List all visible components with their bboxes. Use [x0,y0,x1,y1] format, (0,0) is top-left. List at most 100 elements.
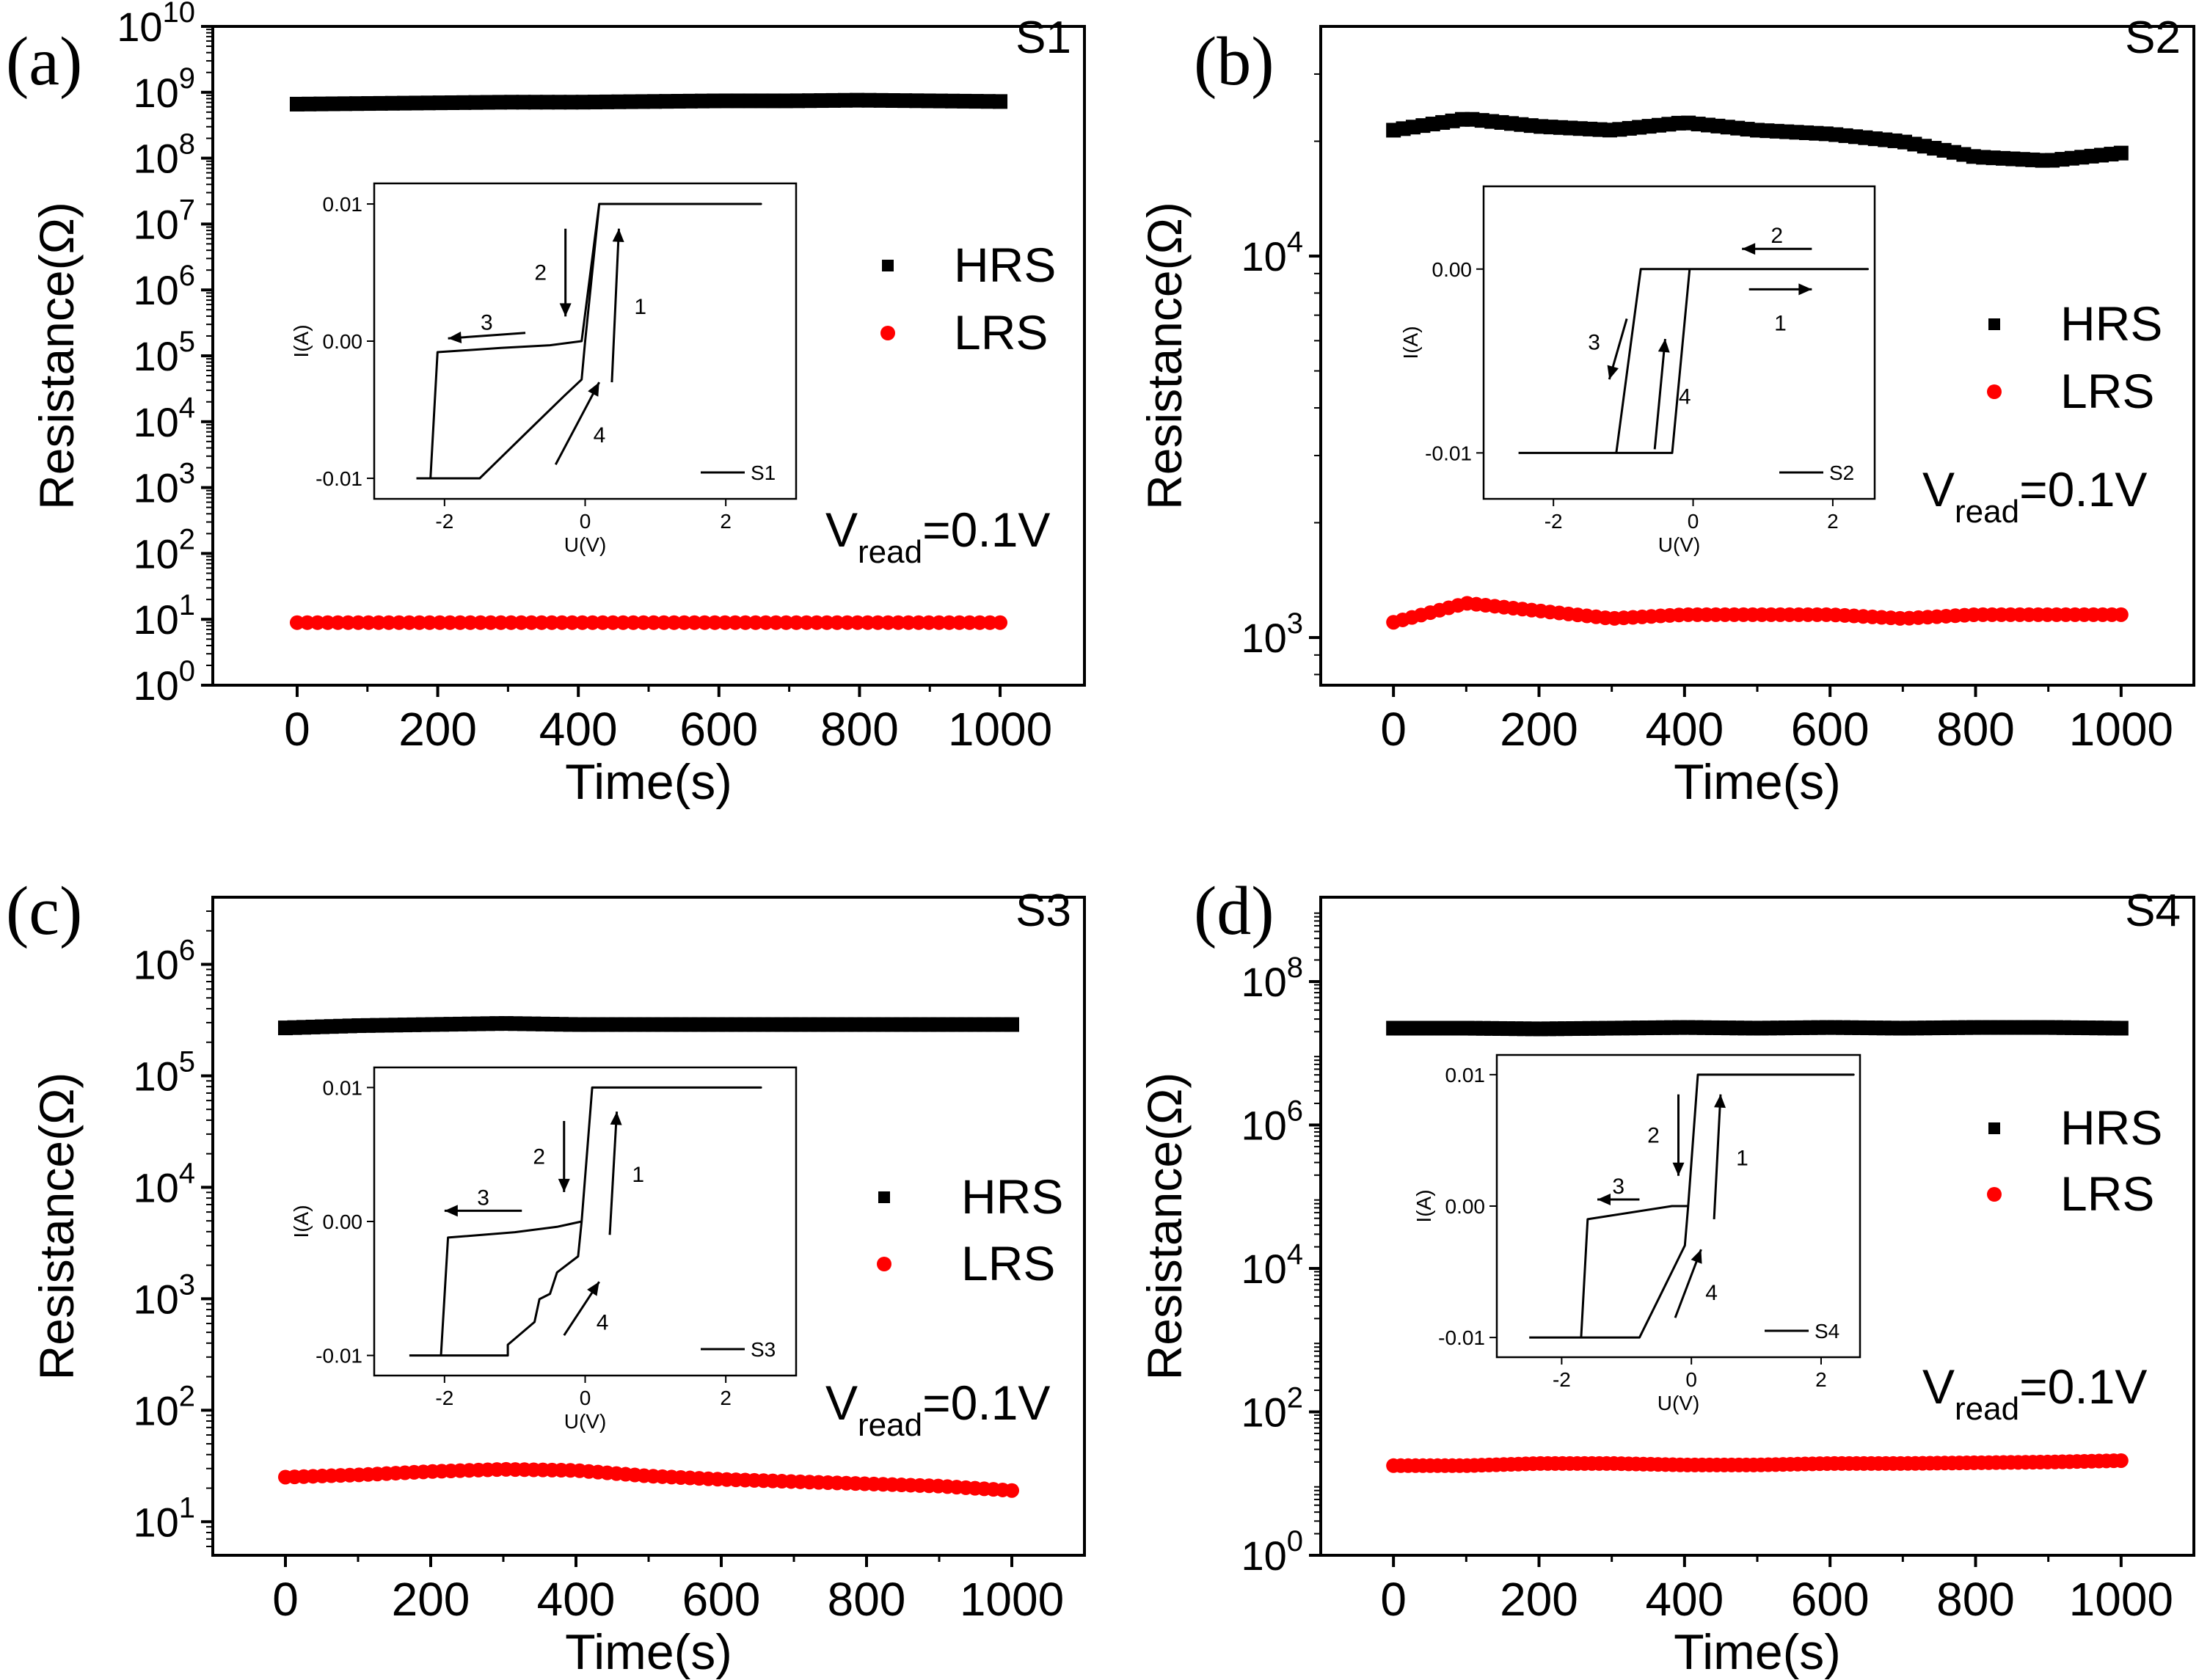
lrs-point [2113,1453,2129,1468]
y-tick-label: 107 [133,194,195,247]
lrs-point [564,615,580,630]
hrs-point [802,93,817,109]
panel-s1: 0 200 400 600 800 100010010110210310410510610… [6,0,1086,810]
lrs-point [677,615,692,630]
lrs-point [829,615,845,630]
inset-frame [1482,185,1876,500]
lrs-point [371,615,387,630]
inset-legend-label: S4 [1815,1320,1839,1343]
arrow-label: 1 [1736,1147,1748,1171]
x-tick-label: 600 [679,703,758,756]
hrs-point [885,93,900,109]
inset-iv-curve: -2 0 2 -0.01 0.00 0.01 U(V) I(A) 1 2 3 4 S4 [1412,1053,1861,1414]
lrs-point [850,615,865,630]
lrs-point [391,615,406,630]
y-tick-label: 103 [133,1268,195,1322]
hrs-point [587,95,602,110]
hrs-point [504,95,519,110]
inset-y-tick-label: 0.00 [1445,1195,1486,1218]
arrow-label: 4 [1679,384,1691,409]
lrs-point [758,615,773,630]
inset-iv-curve: -2 0 2 -0.01 0.00 0.01 U(V) I(A) 1 2 3 4 S1 [290,182,798,556]
hrs-point [909,93,925,109]
y-axis-label: Resistance(Ω) [29,202,84,510]
hrs-point [445,95,460,110]
lrs-point [483,615,498,630]
panel-s2: 0 200 400 600 800 1000103104Time(s)Resistance… [1137,12,2195,810]
lrs-point [422,615,437,630]
lrs-point [768,615,784,630]
sweep-arrow: 3 [444,1186,522,1217]
x-tick-label: 0 [272,1573,299,1626]
hrs-point [814,93,829,109]
hrs-point [302,96,317,112]
y-tick-label: 104 [133,1157,195,1210]
iv-curve [416,202,762,480]
sweep-arrow: 2 [533,1121,570,1192]
inset-iv-curve: -2 0 2 -0.01 0.00 0.01 U(V) I(A) 1 2 3 4 S3 [290,1066,798,1433]
lrs-point [544,615,560,630]
inset-y-tick-label: -0.01 [316,1345,362,1367]
x-tick-label: 200 [392,1573,470,1626]
lrs-point [819,615,834,630]
lrs-point [972,615,988,630]
y-tick-label: 102 [133,523,195,577]
panel-label: (a) [6,23,82,100]
hrs-point [695,93,710,109]
hrs-point [468,95,484,110]
arrow-label: 2 [534,261,547,285]
lrs-point [931,615,947,630]
hrs-point [957,93,972,109]
y-tick-label: 105 [133,1045,195,1099]
arrow-label: 2 [533,1144,545,1169]
inset-y-tick-label: -0.01 [1425,442,1472,464]
arrow-label: 3 [1588,330,1600,354]
lrs-point [737,615,753,630]
arrow-head [1597,1194,1611,1206]
sweep-arrow: 4 [1653,338,1691,450]
inset-x-tick-label: -2 [1545,510,1563,533]
y-tick-label: 101 [133,589,195,643]
legend-hrs-marker [1988,318,2000,330]
lrs-point [493,615,508,630]
hrs-point [743,93,758,109]
series-lrs [1386,596,2129,630]
legend-lrs-label: LRS [954,305,1048,359]
lrs-point [901,615,916,630]
x-tick-label: 600 [1791,1573,1870,1626]
arrow-head [612,228,624,243]
hrs-point [564,95,579,110]
hrs-point [933,93,948,109]
lrs-point [666,615,682,630]
arrow-shaft [608,1111,619,1235]
lrs-point [575,615,590,630]
lrs-point [891,615,906,630]
lrs-point [585,615,600,630]
lrs-point [952,615,967,630]
arrow-head [1742,243,1756,255]
hrs-point [492,95,508,110]
inset-x-axis-label: U(V) [564,1410,607,1433]
arrow-head [1672,1162,1685,1176]
sample-label: S4 [2125,885,2181,936]
hrs-point [778,93,793,109]
hrs-point [361,96,376,112]
inset-legend-label: S1 [751,461,776,484]
arrow-label: 2 [1647,1123,1660,1147]
y-tick-label: 108 [133,128,195,182]
lrs-point [993,615,1008,630]
y-tick-label: 104 [1241,1238,1303,1292]
hrs-point [373,95,388,111]
sweep-arrow: 3 [1588,318,1628,380]
legend-hrs-label: HRS [954,238,1056,292]
legend-hrs-label: HRS [961,1169,1063,1224]
iv-curve [1529,1073,1855,1339]
lrs-point [514,615,529,630]
hrs-point [945,93,960,109]
inset-y-tick-label: 0.00 [323,1210,363,1233]
inset-x-tick-label: 0 [580,510,591,533]
hrs-point [2113,145,2129,161]
x-tick-label: 1000 [2069,703,2173,756]
hrs-point [325,96,340,112]
